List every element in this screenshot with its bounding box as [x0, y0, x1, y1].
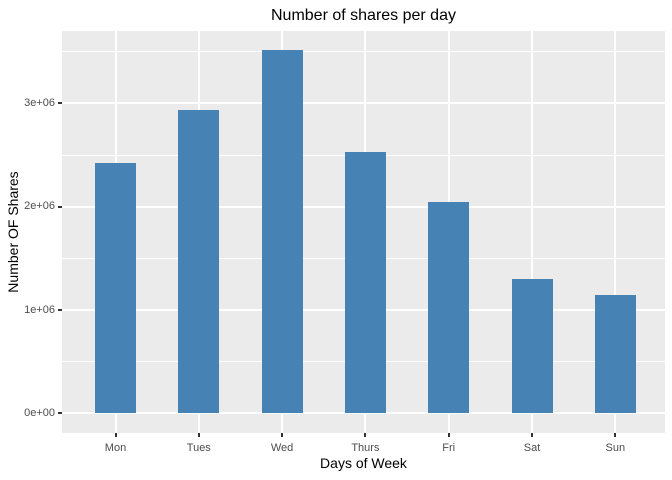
x-tick-mark [447, 433, 450, 437]
x-axis-title: Days of Week [320, 455, 407, 471]
bar-wed [261, 49, 303, 414]
x-tick-label: Wed [270, 442, 294, 454]
x-tick-label: Sat [523, 442, 541, 454]
x-tick-mark [281, 433, 284, 437]
x-tick-label: Mon [104, 442, 127, 454]
y-major-gridline [62, 102, 665, 105]
x-tick-mark [114, 433, 117, 437]
bar-sat [511, 279, 553, 414]
y-tick-mark [58, 102, 62, 105]
bar-fri [428, 201, 470, 414]
x-tick-mark [614, 433, 617, 437]
y-tick-label: 0e+00 [24, 406, 55, 419]
chart-title: Number of shares per day [271, 7, 456, 24]
y-axis-title: Number OF Shares [5, 171, 21, 293]
x-tick-label: Fri [442, 442, 456, 454]
x-tick-label: Sun [605, 442, 626, 454]
y-tick-label: 3e+06 [24, 96, 55, 109]
x-tick-mark [531, 433, 533, 437]
y-tick-label: 2e+06 [24, 200, 55, 213]
y-tick-mark [58, 309, 62, 312]
bar-sun [594, 294, 636, 414]
y-major-gridline [62, 412, 665, 415]
y-tick-mark [58, 412, 62, 415]
x-tick-mark [364, 433, 367, 437]
bar-tues [178, 109, 220, 414]
y-tick-mark [58, 205, 62, 208]
x-major-gridline [614, 31, 617, 433]
y-minor-gridline [62, 51, 665, 53]
y-tick-label: 1e+06 [24, 303, 55, 316]
x-tick-label: Tues [186, 442, 211, 454]
x-tick-mark [197, 433, 200, 437]
x-major-gridline [531, 31, 533, 433]
bar-thurs [344, 151, 386, 414]
bar-mon [95, 163, 136, 414]
x-tick-label: Thurs [351, 442, 380, 454]
